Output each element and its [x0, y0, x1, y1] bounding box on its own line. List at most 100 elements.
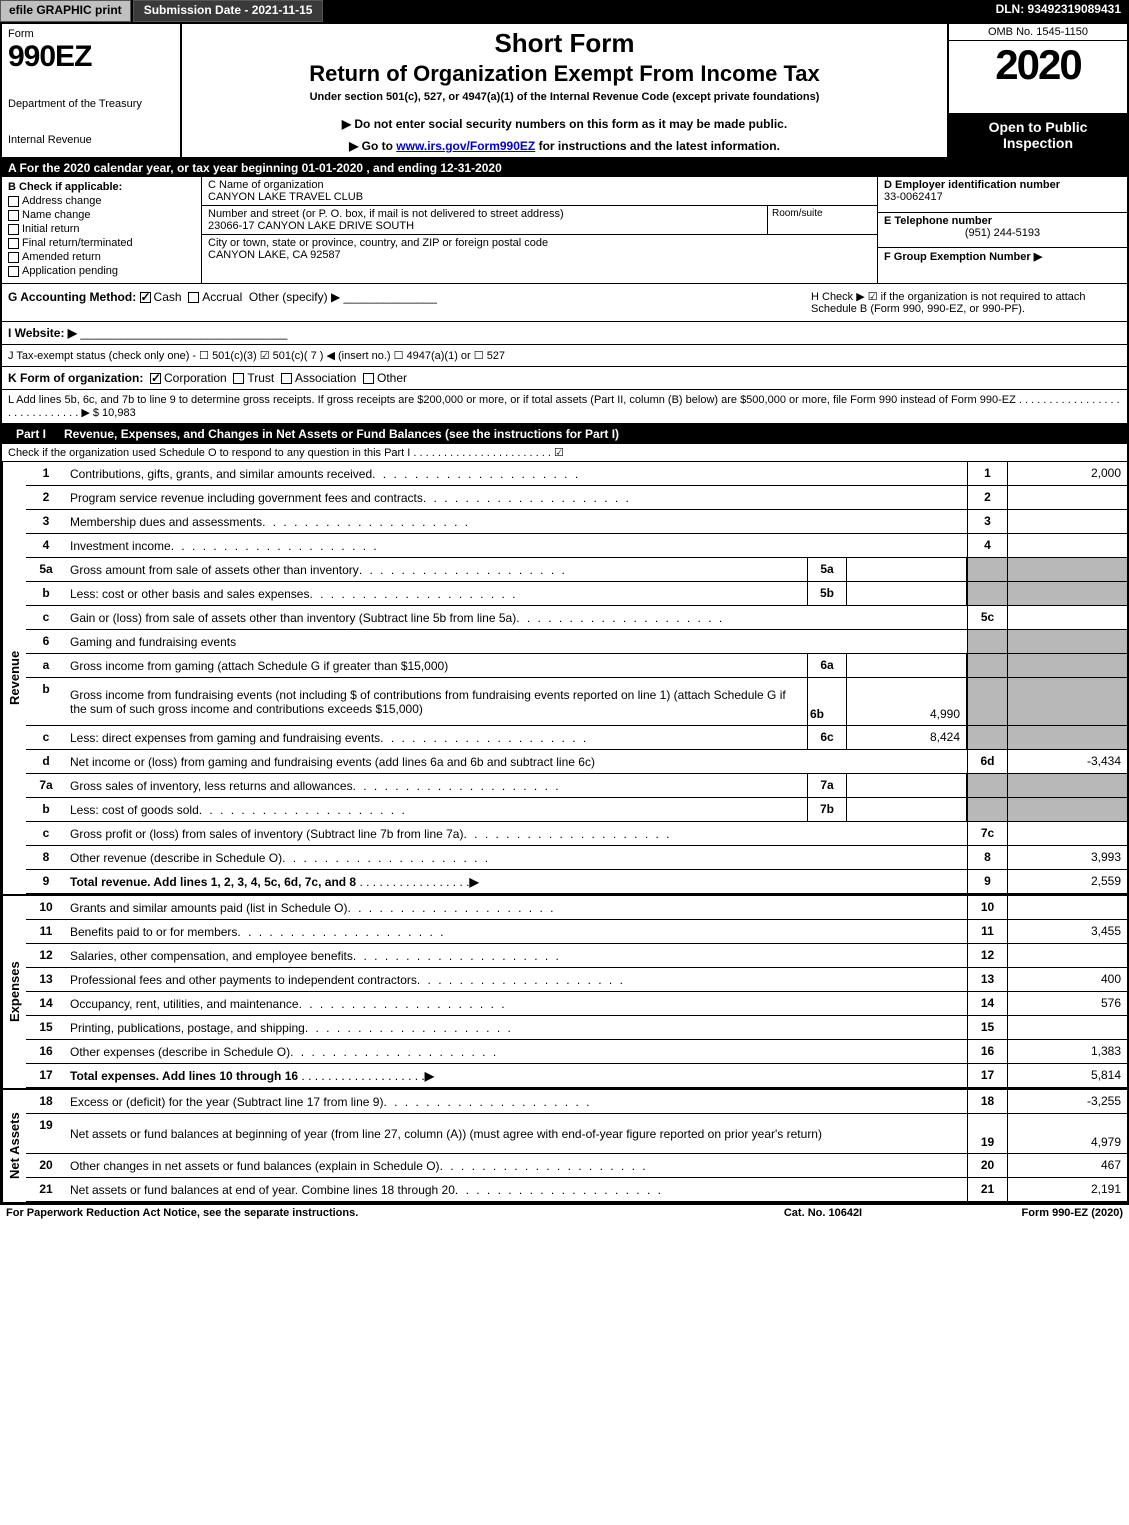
section-bcd: B Check if applicable: Address change Na… [2, 177, 1127, 284]
header-left: Form 990EZ Department of the Treasury In… [2, 24, 182, 157]
line-5a-num: 5a [26, 558, 66, 581]
line-7b-mn: 7b [807, 798, 847, 821]
line-7b-rn [967, 798, 1007, 821]
chk-address-change[interactable]: Address change [8, 195, 195, 207]
line-11-num: 11 [26, 920, 66, 943]
return-title: Return of Organization Exempt From Incom… [190, 61, 939, 87]
expenses-block: Expenses 10 Grants and similar amounts p… [2, 894, 1127, 1088]
line-5b-num: b [26, 582, 66, 605]
line-7b-mv [847, 798, 967, 821]
form-word: Form [8, 28, 174, 40]
chk-assoc[interactable] [281, 373, 292, 384]
form-frame: Form 990EZ Department of the Treasury In… [0, 22, 1129, 1204]
line-20-rv: 467 [1007, 1154, 1127, 1177]
line-12-rn: 12 [967, 944, 1007, 967]
col-d-identifiers: D Employer identification number 33-0062… [877, 177, 1127, 283]
omb-number: OMB No. 1545-1150 [949, 24, 1127, 41]
line-20-desc: Other changes in net assets or fund bala… [66, 1154, 967, 1177]
line-3-num: 3 [26, 510, 66, 533]
chk-name-change[interactable]: Name change [8, 209, 195, 221]
line-19-rn: 19 [967, 1114, 1007, 1153]
submission-date-button[interactable]: Submission Date - 2021-11-15 [133, 0, 324, 22]
line-7b-num: b [26, 798, 66, 821]
irs-link[interactable]: www.irs.gov/Form990EZ [396, 139, 535, 153]
group-exemption-cell: F Group Exemption Number ▶ [878, 248, 1127, 283]
chk-cash[interactable] [140, 292, 151, 303]
line-5b-mv [847, 582, 967, 605]
line-9-rv: 2,559 [1007, 870, 1127, 893]
line-5c: c Gain or (loss) from sale of assets oth… [26, 606, 1127, 630]
dept-irs: Internal Revenue [8, 134, 174, 146]
line-11-rn: 11 [967, 920, 1007, 943]
group-exemption-label: F Group Exemption Number ▶ [884, 251, 1042, 263]
line-6a-num: a [26, 654, 66, 677]
chk-trust[interactable] [233, 373, 244, 384]
line-6a-rn [967, 654, 1007, 677]
line-17-desc: Total expenses. Add lines 10 through 16 … [66, 1064, 967, 1087]
line-14-rv: 576 [1007, 992, 1127, 1015]
line-5b-desc: Less: cost or other basis and sales expe… [66, 582, 807, 605]
col-c-orginfo: C Name of organization CANYON LAKE TRAVE… [202, 177, 877, 283]
line-1-rv: 2,000 [1007, 462, 1127, 485]
goto-line: ▶ Go to www.irs.gov/Form990EZ for instru… [190, 139, 939, 153]
line-5a-mn: 5a [807, 558, 847, 581]
chk-final-return[interactable]: Final return/terminated [8, 237, 195, 249]
assoc-label: Association [295, 371, 356, 385]
ein-value: 33-0062417 [884, 191, 1121, 203]
line-1-rn: 1 [967, 462, 1007, 485]
line-6a-rv [1007, 654, 1127, 677]
chk-amended-return[interactable]: Amended return [8, 251, 195, 263]
line-21-num: 21 [26, 1178, 66, 1201]
line-7a-mn: 7a [807, 774, 847, 797]
line-5c-num: c [26, 606, 66, 629]
line-7a-desc: Gross sales of inventory, less returns a… [66, 774, 807, 797]
line-7c-rn: 7c [967, 822, 1007, 845]
line-4: 4 Investment income 4 [26, 534, 1127, 558]
line-15-rn: 15 [967, 1016, 1007, 1039]
city-label: City or town, state or province, country… [208, 237, 871, 249]
street-cell: Number and street (or P. O. box, if mail… [202, 206, 767, 234]
public-inspection: Open to Public Inspection [949, 113, 1127, 157]
line-16-rv: 1,383 [1007, 1040, 1127, 1063]
city-cell: City or town, state or province, country… [202, 235, 877, 263]
line-3-rn: 3 [967, 510, 1007, 533]
under-section: Under section 501(c), 527, or 4947(a)(1)… [190, 91, 939, 103]
line-11-desc: Benefits paid to or for members [66, 920, 967, 943]
city-value: CANYON LAKE, CA 92587 [208, 249, 871, 261]
tax-year: 2020 [949, 41, 1127, 113]
dln-label: DLN: 93492319089431 [988, 0, 1129, 22]
line-15-num: 15 [26, 1016, 66, 1039]
efile-print-button[interactable]: efile GRAPHIC print [0, 0, 131, 22]
line-6a-mn: 6a [807, 654, 847, 677]
cash-label: Cash [154, 290, 182, 304]
chk-accrual[interactable] [188, 292, 199, 303]
ssn-notice: ▶ Do not enter social security numbers o… [190, 117, 939, 131]
line-7b-rv [1007, 798, 1127, 821]
line-2-rn: 2 [967, 486, 1007, 509]
chk-application-pending[interactable]: Application pending [8, 265, 195, 277]
chk-initial-return[interactable]: Initial return [8, 223, 195, 235]
line-8-rv: 3,993 [1007, 846, 1127, 869]
section-gh: G Accounting Method: Cash Accrual Other … [2, 284, 1127, 322]
expenses-vertical-label: Expenses [2, 896, 26, 1088]
col-b-title: B Check if applicable: [8, 181, 195, 193]
line-9-desc: Total revenue. Add lines 1, 2, 3, 4, 5c,… [66, 870, 967, 893]
trust-label: Trust [247, 371, 274, 385]
section-i-website: I Website: ▶ ___________________________… [2, 322, 1127, 345]
org-name-cell: C Name of organization CANYON LAKE TRAVE… [202, 177, 877, 205]
line-1: 1 Contributions, gifts, grants, and simi… [26, 462, 1127, 486]
line-6-rn [967, 630, 1007, 653]
tel-cell: E Telephone number (951) 244-5193 [878, 213, 1127, 249]
line-10-num: 10 [26, 896, 66, 919]
section-j-taxexempt: J Tax-exempt status (check only one) - ☐… [2, 345, 1127, 367]
chk-corp[interactable] [150, 373, 161, 384]
line-6a-desc: Gross income from gaming (attach Schedul… [66, 654, 807, 677]
line-13-desc: Professional fees and other payments to … [66, 968, 967, 991]
line-13: 13 Professional fees and other payments … [26, 968, 1127, 992]
line-6a-mv [847, 654, 967, 677]
revenue-vertical-label: Revenue [2, 462, 26, 894]
line-6d-rv: -3,434 [1007, 750, 1127, 773]
chk-other-org[interactable] [363, 373, 374, 384]
form-header: Form 990EZ Department of the Treasury In… [2, 24, 1127, 159]
line-18: 18 Excess or (deficit) for the year (Sub… [26, 1090, 1127, 1114]
